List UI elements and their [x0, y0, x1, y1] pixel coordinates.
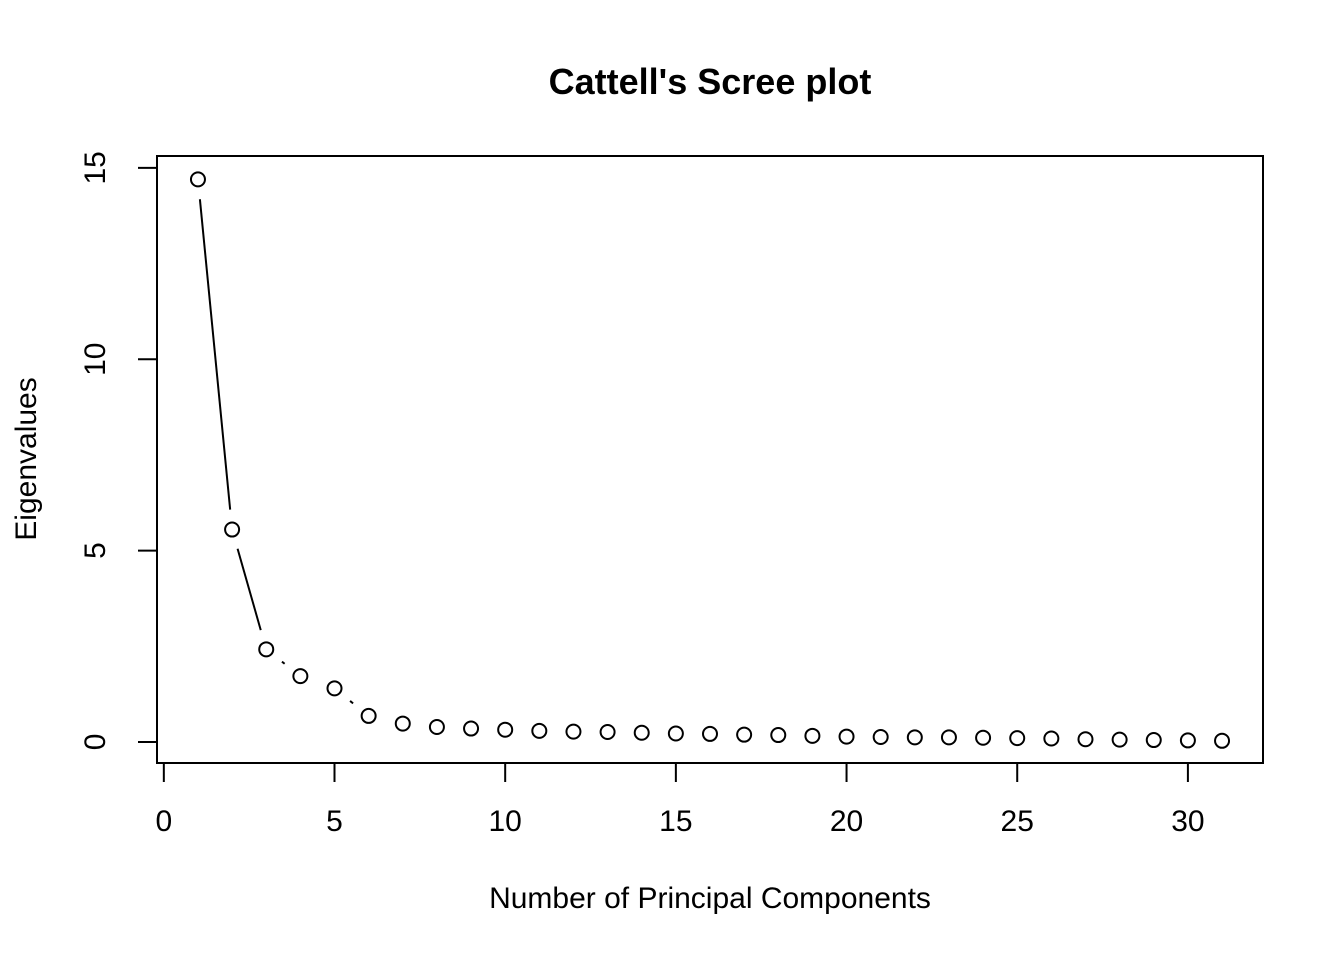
x-tick-label: 5 — [326, 805, 343, 838]
chart-title: Cattell's Scree plot — [549, 61, 872, 102]
x-axis-label: Number of Principal Components — [489, 882, 931, 915]
data-point-marker — [428, 719, 445, 736]
data-point-marker — [667, 725, 684, 742]
data-point-marker — [838, 728, 855, 745]
data-point-marker — [770, 727, 787, 744]
data-point-marker — [906, 729, 923, 746]
plot-box — [156, 155, 1264, 764]
data-point-marker — [565, 723, 582, 740]
y-axis: 0 5 10 15 — [79, 151, 157, 750]
y-tick-label: 5 — [79, 542, 112, 559]
x-tick-label: 15 — [659, 805, 692, 838]
x-tick-label: 10 — [488, 805, 521, 838]
data-point-marker — [1077, 731, 1094, 748]
data-point-marker — [975, 729, 992, 746]
series-segment — [198, 199, 232, 510]
y-tick-label: 10 — [79, 343, 112, 376]
y-tick-label: 0 — [79, 734, 112, 751]
data-point-marker — [326, 680, 343, 697]
x-tick-label: 25 — [1001, 805, 1034, 838]
data-point-marker — [531, 722, 548, 739]
data-point-marker — [1111, 731, 1128, 748]
data-point-marker — [394, 715, 411, 732]
data-point-marker — [702, 725, 718, 742]
data-point-marker — [1214, 732, 1231, 749]
series-segment — [236, 548, 262, 631]
x-axis: 0 5 10 15 20 25 30 — [155, 763, 1205, 838]
x-tick-label: 0 — [155, 805, 172, 838]
x-tick-label: 30 — [1171, 805, 1204, 838]
data-point-marker — [940, 729, 957, 746]
data-point-marker — [804, 727, 821, 744]
x-tick-label: 20 — [830, 805, 863, 838]
data-point-marker — [1009, 730, 1026, 747]
data-point-marker — [872, 728, 889, 745]
y-axis-label: Eigenvalues — [10, 377, 43, 540]
data-point-marker — [497, 721, 514, 738]
data-point-marker — [189, 171, 206, 188]
data-point-marker — [224, 521, 241, 538]
data-point-marker — [599, 723, 616, 740]
data-point-marker — [360, 707, 377, 724]
data-point-marker — [736, 726, 753, 743]
data-point-marker — [1145, 732, 1162, 749]
data-point-marker — [258, 641, 275, 658]
data-point-marker — [1179, 732, 1196, 749]
series-segment — [349, 700, 354, 705]
data-point-marker — [633, 724, 650, 741]
y-tick-label: 15 — [79, 151, 112, 184]
data-series — [189, 171, 1231, 749]
data-point-marker — [292, 668, 309, 685]
data-point-marker — [463, 720, 480, 737]
data-point-marker — [1043, 730, 1060, 747]
series-segment — [281, 660, 286, 665]
